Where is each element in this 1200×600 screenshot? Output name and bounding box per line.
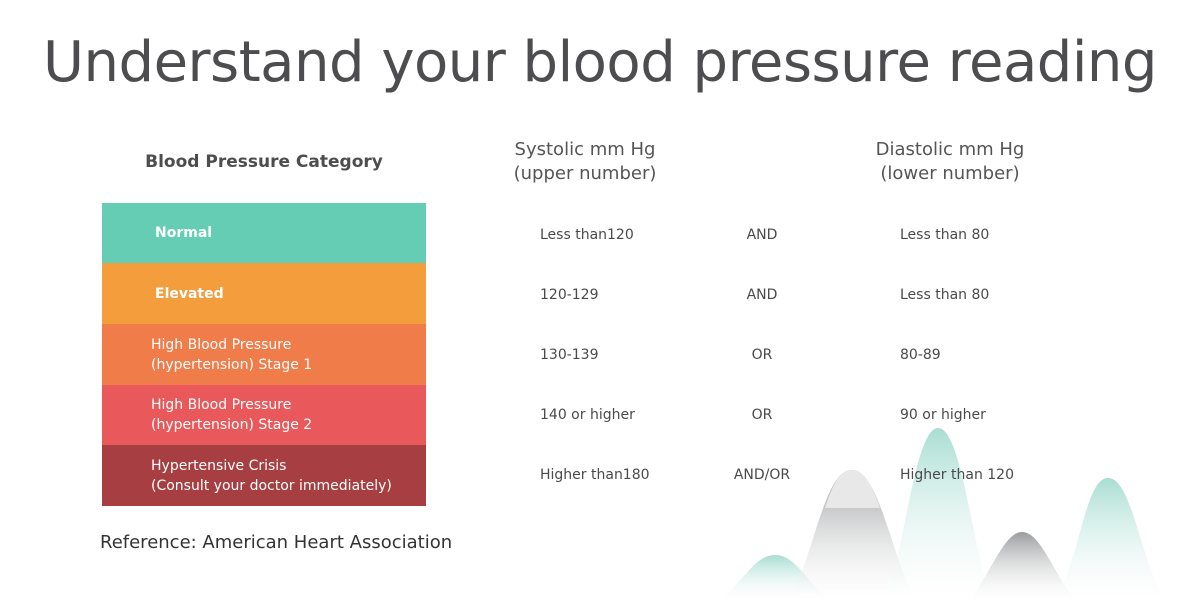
category-label-line: High Blood Pressure (151, 397, 292, 413)
category-label: Normal (155, 223, 212, 243)
conjunction-value: AND (746, 227, 778, 243)
diastolic-value: Less than 80 (900, 227, 990, 243)
mountain-grey-cap (825, 470, 880, 508)
category-label-line: Hypertensive Crisis (151, 457, 287, 474)
diastolic-column-header: Diastolic mm Hg (lower number) (835, 138, 1065, 186)
mountain-grey-tall (790, 470, 915, 600)
systolic-column-header: Systolic mm Hg (upper number) (470, 138, 700, 186)
systolic-value: 130-139 (540, 347, 599, 363)
systolic-header-line-2: (upper number) (513, 163, 657, 184)
category-label: High Blood Pressure (hypertension) Stage… (151, 335, 312, 375)
conjunction-value: OR (751, 347, 773, 363)
mountain-grey-right (970, 532, 1075, 600)
conjunction-value: AND (746, 287, 778, 303)
category-label-line: Elevated (155, 285, 224, 302)
category-table: Normal Elevated High Blood Pressure (hyp… (102, 203, 426, 506)
category-label-line: (hypertension) Stage 1 (151, 356, 313, 373)
diastolic-value: Higher than 120 (900, 467, 1014, 483)
category-row-normal: Normal (102, 203, 426, 263)
diastolic-header-line-1: Diastolic mm Hg (875, 139, 1025, 160)
category-column-header: Blood Pressure Category (102, 150, 426, 174)
systolic-value: Less than120 (540, 227, 634, 243)
conjunction-value: OR (751, 407, 773, 423)
category-row-crisis: Hypertensive Crisis (Consult your doctor… (102, 445, 426, 506)
category-label-line: (Consult your doctor immediately) (151, 477, 392, 494)
diastolic-value: 90 or higher (900, 407, 986, 423)
category-label: Elevated (155, 284, 224, 304)
page-title: Understand your blood pressure reading (43, 30, 1157, 95)
category-label: High Blood Pressure (hypertension) Stage… (151, 395, 312, 435)
systolic-header-line-1: Systolic mm Hg (514, 139, 656, 160)
category-label-line: (hypertension) Stage 2 (151, 417, 313, 433)
mountain-teal-center (885, 428, 992, 600)
systolic-value: Higher than180 (540, 467, 650, 483)
category-label-line: High Blood Pressure (151, 336, 292, 353)
mountains-illustration (720, 428, 1165, 600)
diastolic-value: Less than 80 (900, 287, 990, 303)
category-row-stage-1: High Blood Pressure (hypertension) Stage… (102, 324, 426, 385)
systolic-value: 120-129 (540, 287, 599, 303)
category-row-elevated: Elevated (102, 263, 426, 324)
diastolic-value: 80-89 (900, 347, 941, 363)
diastolic-header-line-2: (lower number) (880, 163, 1020, 184)
category-label: Hypertensive Crisis (Consult your doctor… (151, 456, 392, 496)
conjunction-value: AND/OR (733, 467, 791, 483)
reference-text: Reference: American Heart Association (100, 532, 453, 553)
mountain-teal-right (1055, 478, 1165, 600)
category-header-text: Blood Pressure Category (145, 152, 383, 172)
category-row-stage-2: High Blood Pressure (hypertension) Stage… (102, 385, 426, 445)
category-label-line: Normal (155, 225, 213, 241)
systolic-value: 140 or higher (540, 407, 635, 423)
